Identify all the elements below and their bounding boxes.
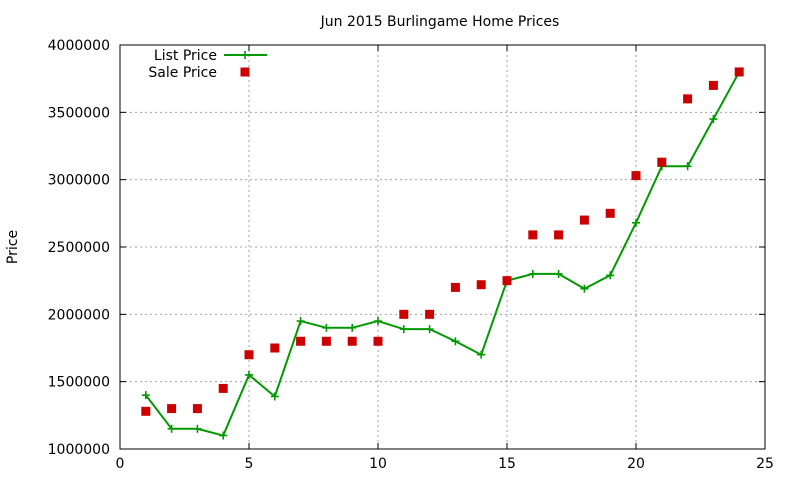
chart-title: Jun 2015 Burlingame Home Prices <box>320 14 560 30</box>
y-axis-label: Price <box>5 230 21 264</box>
legend-label: List Price <box>154 48 217 64</box>
list-price-point <box>167 424 176 433</box>
list-price-point <box>709 115 718 124</box>
list-price-point <box>270 392 279 401</box>
sale-price-point <box>683 94 693 104</box>
list-price-point <box>477 350 486 359</box>
list-price-point <box>219 431 228 440</box>
list-price-point <box>632 218 640 227</box>
y-tick-label: 1000000 <box>48 442 110 458</box>
sale-price-point <box>399 309 409 319</box>
x-tick-label: 15 <box>498 456 516 472</box>
sale-price-point <box>734 67 744 77</box>
sale-price-point <box>244 350 254 360</box>
list-price-point <box>399 325 408 334</box>
x-tick-label: 25 <box>756 456 774 472</box>
sale-price-point <box>141 406 151 416</box>
x-tick-label: 20 <box>627 456 645 472</box>
sale-price-point <box>631 171 641 181</box>
sale-price-point <box>192 404 202 414</box>
sale-price-point <box>321 336 331 346</box>
legend-cross-swatch <box>241 51 249 59</box>
sale-price-point <box>476 280 486 290</box>
list-price-point <box>580 284 589 293</box>
list-price-point <box>554 269 563 278</box>
list-price-point <box>245 370 253 379</box>
y-tick-label: 4000000 <box>48 38 110 54</box>
list-price-point <box>296 317 305 326</box>
sale-price-point <box>554 230 564 240</box>
list-price-point <box>193 424 202 433</box>
list-price-point <box>374 317 382 326</box>
list-price-point <box>322 323 331 332</box>
sale-price-point <box>657 157 667 167</box>
sale-price-point <box>425 309 435 319</box>
sale-price-point <box>528 230 538 240</box>
x-tick-label: 5 <box>245 456 254 472</box>
list-price-point <box>451 337 460 346</box>
grid <box>120 45 765 449</box>
sale-price-point <box>167 404 177 414</box>
list-price-point <box>683 162 692 171</box>
list-price-point <box>606 271 615 280</box>
list-price-point <box>425 325 434 334</box>
sale-price-point <box>502 276 512 286</box>
sale-price-point <box>450 282 460 292</box>
data-marks <box>141 67 744 440</box>
list-price-line <box>145 71 741 437</box>
sale-price-point <box>270 343 280 353</box>
y-tick-label: 3500000 <box>48 105 110 121</box>
legend-square-swatch <box>240 67 250 77</box>
plot-frame <box>119 44 766 450</box>
sale-price-point <box>605 208 615 218</box>
sale-price-point <box>579 215 589 225</box>
y-tick-label: 2500000 <box>48 240 110 256</box>
sale-price-point <box>708 80 718 90</box>
legend-label: Sale Price <box>148 65 217 81</box>
list-price-point <box>141 391 150 400</box>
sale-price-point <box>218 383 228 393</box>
y-tick-label: 2000000 <box>48 307 110 323</box>
list-price-point <box>348 323 357 332</box>
list-price-point <box>528 269 537 278</box>
y-tick-label: 1500000 <box>48 375 110 391</box>
sale-price-point <box>347 336 357 346</box>
axis-ticks: 1000000 1500000 2000000 2500000 3000000 35000… <box>48 38 774 472</box>
x-tick-label: 0 <box>116 456 125 472</box>
y-tick-label: 3000000 <box>48 173 110 189</box>
sale-price-point <box>296 336 306 346</box>
x-tick-label: 10 <box>369 456 387 472</box>
sale-price-point <box>373 336 383 346</box>
